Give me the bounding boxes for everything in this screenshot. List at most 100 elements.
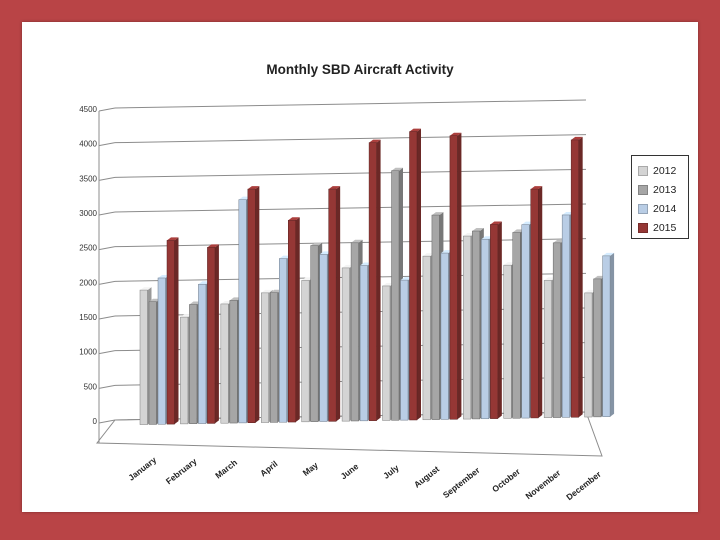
chart-title: Monthly SBD Aircraft Activity — [266, 62, 454, 77]
y-tick-label: 4000 — [79, 140, 97, 149]
x-tick-label: February — [164, 456, 199, 486]
bar-face — [472, 230, 481, 420]
bar-top — [422, 253, 435, 257]
bar-face — [139, 289, 148, 425]
legend-swatch — [638, 184, 648, 195]
bar-side — [610, 252, 615, 417]
bar-face — [261, 292, 269, 423]
bar-top — [158, 274, 170, 278]
bar-top — [207, 244, 219, 248]
chart-plot-area: 0 500 1000 1500 2000 2500 3000 3500 4000 4500 Janu… — [79, 99, 615, 502]
legend-label: 2013 — [653, 183, 677, 196]
bar-face — [207, 247, 216, 424]
bar-top — [229, 297, 242, 301]
bar-top — [521, 221, 534, 225]
chart-legend: 2012 2013 2014 2015 — [631, 155, 689, 239]
bar-side — [538, 186, 543, 418]
bar-top — [351, 239, 363, 243]
bar-top — [503, 262, 516, 266]
slide-frame: Monthly SBD Aircraft Activity 0 500 1000 15… — [22, 22, 698, 512]
legend-item: 2012 — [638, 161, 688, 180]
gridline — [114, 168, 587, 178]
bar-top — [382, 282, 394, 286]
bar-side — [255, 186, 260, 423]
bar-face — [310, 245, 319, 422]
bar-top — [463, 233, 475, 237]
bar — [368, 139, 381, 421]
bar-top — [562, 211, 574, 215]
gridline-side — [98, 315, 116, 320]
bar-face — [490, 224, 499, 419]
bar-top — [279, 255, 291, 259]
bar-side — [336, 186, 341, 422]
bar-face — [382, 285, 391, 421]
bar-top — [544, 277, 556, 281]
x-tick-label: July — [381, 462, 401, 481]
bars — [139, 128, 615, 425]
bar-top — [369, 139, 381, 143]
bar-face — [229, 300, 238, 424]
bar-face — [350, 242, 359, 422]
bar-top — [238, 196, 251, 200]
bar-face — [409, 131, 418, 421]
bar-face — [341, 267, 350, 422]
bar-face — [431, 214, 440, 420]
bar-face — [166, 240, 175, 425]
y-tick-label: 2000 — [79, 278, 97, 287]
x-tick-label: April — [258, 459, 279, 479]
x-tick-label: June — [339, 461, 361, 481]
bar-face — [189, 304, 198, 424]
gridline — [114, 99, 587, 109]
gridline-side — [98, 211, 116, 216]
y-tick-label: 3000 — [79, 209, 97, 218]
bar-face — [530, 188, 539, 419]
bar-top — [288, 217, 300, 221]
bar-top — [431, 212, 444, 216]
bar-top — [261, 289, 273, 293]
legend-item: 2015 — [638, 218, 688, 237]
y-tick-label: 2500 — [79, 244, 97, 253]
gridline-side — [98, 350, 116, 355]
bar-top — [189, 301, 201, 305]
bar-face — [593, 278, 602, 418]
bar-top — [481, 236, 493, 240]
bar-face — [319, 254, 328, 422]
bar-top — [553, 239, 565, 243]
gridline-side — [98, 246, 116, 251]
bar-side — [376, 139, 381, 421]
legend-label: 2015 — [653, 221, 677, 234]
x-tick-label: September — [441, 465, 482, 500]
x-tick-label: March — [213, 457, 239, 480]
bar — [328, 186, 341, 422]
bar-top — [198, 281, 210, 285]
bar — [530, 186, 543, 419]
legend-item: 2013 — [638, 180, 688, 199]
legend-swatch — [638, 165, 648, 176]
gridline-side — [98, 142, 116, 147]
bar-face — [422, 255, 431, 421]
bar-top — [602, 252, 615, 256]
x-tick-label: January — [126, 455, 158, 483]
bar-top — [140, 287, 152, 291]
bar-face — [552, 242, 561, 418]
bar-face — [279, 258, 287, 423]
y-tick-label: 1000 — [79, 348, 97, 357]
bar-top — [247, 186, 260, 190]
bar — [570, 136, 583, 418]
bar-face — [440, 252, 449, 420]
bar-face — [561, 214, 570, 418]
bar-top — [593, 275, 606, 279]
bar-face — [584, 292, 593, 418]
bar — [409, 128, 421, 421]
bar-top — [584, 289, 597, 293]
legend-label: 2014 — [653, 202, 677, 215]
bar — [449, 132, 462, 420]
bar-side — [174, 237, 179, 425]
bar-face — [400, 279, 409, 421]
bar-face — [512, 232, 521, 419]
y-tick-label: 4500 — [79, 105, 97, 114]
y-tick-label: 1500 — [79, 313, 97, 322]
bar-face — [288, 220, 296, 423]
bar-top — [270, 289, 282, 293]
bar-face — [198, 283, 207, 424]
